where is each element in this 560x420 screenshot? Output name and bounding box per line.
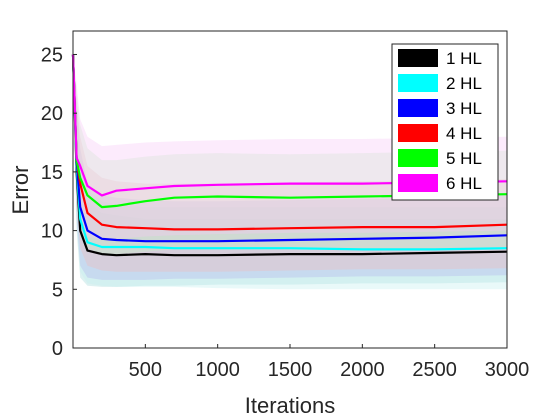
band-5-hl (73, 54, 507, 255)
series-line-6-hl (71, 54, 508, 197)
legend-swatch-3-hl (398, 99, 438, 117)
y-tick-label: 25 (41, 44, 63, 66)
series-line-2-hl (71, 54, 508, 251)
y-tick-label: 0 (52, 338, 63, 360)
x-tick-label: 2000 (340, 359, 385, 381)
legend-swatch-4-hl (398, 124, 438, 142)
legend-swatch-2-hl (398, 74, 438, 92)
legend-swatch-1-hl (398, 49, 438, 67)
x-axis-title: Iterations (245, 393, 336, 418)
y-axis-ticks: 0 5 10 15 20 25 (41, 44, 77, 360)
legend-label-4-hl: 4 HL (446, 124, 482, 143)
legend-label-3-hl: 3 HL (446, 99, 482, 118)
x-tick-label: 3000 (485, 359, 530, 381)
series-lines (71, 54, 508, 257)
x-tick-label: 500 (129, 359, 162, 381)
x-tick-label: 2500 (412, 359, 457, 381)
legend-label-6-hl: 6 HL (446, 174, 482, 193)
legend-label-5-hl: 5 HL (446, 149, 482, 168)
series-line-1-hl (71, 54, 508, 257)
x-tick-label: 1000 (195, 359, 240, 381)
x-tick-label: 1500 (268, 359, 313, 381)
legend-label-2-hl: 2 HL (446, 74, 482, 93)
legend-swatch-6-hl (398, 174, 438, 192)
legend: 1 HL 2 HL 3 HL 4 HL 5 HL 6 HL (391, 43, 499, 201)
band-4-hl (73, 54, 507, 272)
y-tick-label: 10 (41, 221, 63, 243)
y-tick-label: 20 (41, 103, 63, 125)
series-line-3-hl (71, 54, 508, 243)
y-tick-label: 5 (52, 279, 63, 301)
y-axis-title: Error (8, 166, 33, 215)
y-tick-label: 15 (41, 162, 63, 184)
series-line-4-hl (71, 54, 508, 231)
band-2-hl (73, 54, 507, 290)
legend-label-1-hl: 1 HL (446, 49, 482, 68)
band-3-hl (73, 54, 507, 280)
x-axis-ticks: 500 1000 1500 2000 2500 3000 (129, 344, 530, 381)
series-line-5-hl (71, 54, 508, 209)
legend-swatch-5-hl (398, 149, 438, 167)
